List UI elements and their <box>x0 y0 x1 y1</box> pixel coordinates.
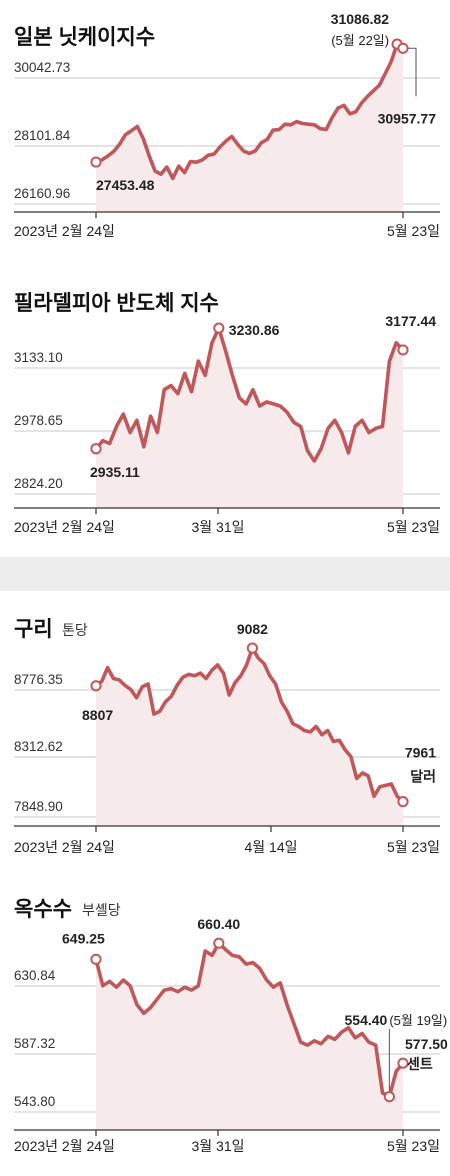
x-tick-label: 3월 31일 <box>191 1138 244 1154</box>
peak-value-label: 31086.82 <box>331 11 390 27</box>
low-date-label: (5월 19일) <box>389 1013 447 1028</box>
start-marker <box>90 443 102 455</box>
chart-title: 필라델피아 반도체 지수 <box>14 292 219 315</box>
x-tick-label: 5월 23일 <box>387 839 440 855</box>
x-tick-label: 2023년 2월 24일 <box>14 1138 115 1154</box>
y-tick-label: 2824.20 <box>14 476 63 491</box>
start-marker <box>90 953 102 965</box>
series-line <box>94 326 405 463</box>
leader-line <box>408 47 417 97</box>
chart-title: 일본 닛케이지수 <box>14 26 155 49</box>
series-line <box>94 941 405 1099</box>
y-tick-label: 8312.62 <box>14 739 63 754</box>
peak-marker <box>246 642 258 654</box>
peak-marker <box>213 937 225 949</box>
y-tick-label: 3133.10 <box>14 350 63 365</box>
y-tick-label: 8776.35 <box>14 672 63 687</box>
end-value-label: 30957.77 <box>378 110 437 126</box>
x-tick-label: 5월 23일 <box>387 519 440 535</box>
end-unit-label: 센트 <box>407 1056 433 1072</box>
area-fill <box>96 648 403 826</box>
chart-title: 옥수수 <box>14 898 72 921</box>
x-tick-label: 4월 14일 <box>244 839 297 855</box>
chart-unit: 톤당 <box>62 622 88 638</box>
y-tick-label: 543.80 <box>14 1094 55 1109</box>
x-tick-label: 2023년 2월 24일 <box>14 223 115 239</box>
start-marker <box>90 680 102 692</box>
end-marker <box>397 344 409 356</box>
x-tick-label: 3월 31일 <box>191 519 244 535</box>
end-marker <box>397 1057 409 1069</box>
end-value-label: 7961 <box>405 745 436 761</box>
peak-value-label: 9082 <box>237 621 268 637</box>
y-tick-label: 26160.96 <box>14 186 70 201</box>
end-value-label: 577.50 <box>405 1036 448 1052</box>
x-tick-label: 2023년 2월 24일 <box>14 839 115 855</box>
peak-date-label: (5월 22일) <box>331 33 389 48</box>
peak-value-label: 3230.86 <box>229 322 280 338</box>
x-tick-label: 2023년 2월 24일 <box>14 519 115 535</box>
end-unit-label: 달러 <box>410 769 436 785</box>
end-marker <box>397 42 409 54</box>
y-tick-label: 2978.65 <box>14 413 63 428</box>
y-tick-label: 30042.73 <box>14 60 70 75</box>
chart-unit: 부셸당 <box>82 902 121 918</box>
area-fill <box>96 328 403 508</box>
series-line <box>94 42 405 181</box>
start-value-label: 2935.11 <box>90 464 140 480</box>
start-marker <box>90 156 102 168</box>
y-tick-label: 587.32 <box>14 1036 55 1051</box>
start-value-label: 27453.48 <box>96 177 155 193</box>
x-tick-label: 5월 23일 <box>387 223 440 239</box>
series-line <box>94 646 405 804</box>
area-fill <box>96 44 403 212</box>
x-tick-label: 5월 23일 <box>387 1138 440 1154</box>
start-value-label: 649.25 <box>62 930 105 946</box>
peak-marker <box>213 322 225 334</box>
y-tick-label: 28101.84 <box>14 128 71 143</box>
end-marker <box>397 796 409 808</box>
y-tick-label: 630.84 <box>14 968 56 983</box>
y-tick-label: 7848.90 <box>14 799 63 814</box>
start-value-label: 8807 <box>82 707 113 723</box>
low-marker <box>383 1091 395 1103</box>
end-value-label: 3177.44 <box>385 313 436 329</box>
low-value-label: 554.40 <box>345 1012 388 1028</box>
chart-title: 구리 <box>14 618 53 641</box>
section-divider <box>0 557 450 591</box>
peak-value-label: 660.40 <box>197 916 240 932</box>
